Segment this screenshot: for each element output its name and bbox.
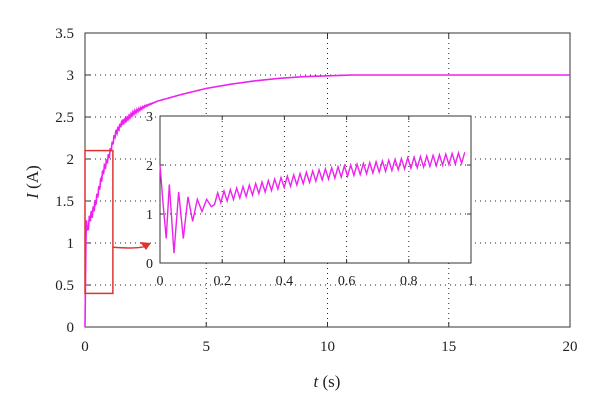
inset-ticks: 0 0.2 0.4 0.6 0.8 1 0 1 2 3 bbox=[146, 110, 475, 289]
inset-plot-frame bbox=[159, 115, 472, 264]
inset-x-tick-label: 0 bbox=[157, 274, 164, 289]
x-axis-label: t (s) bbox=[314, 372, 341, 391]
x-axis-unit: (s) bbox=[318, 372, 340, 391]
main-annotations bbox=[84, 149, 151, 295]
inset-y-tick-label: 3 bbox=[146, 110, 153, 125]
inset-x-tick-label: 0.8 bbox=[400, 274, 418, 289]
inset-y-tick-label: 0 bbox=[146, 257, 153, 272]
inset-grid bbox=[160, 116, 471, 263]
main-x-tick-label: 10 bbox=[320, 339, 335, 355]
zoom-box bbox=[84, 149, 114, 295]
x-axis-var: t bbox=[314, 372, 320, 391]
main-y-tick-label: 1.5 bbox=[55, 194, 74, 210]
main-y-tick-label: 1 bbox=[67, 236, 75, 252]
y-axis-label: I (A) bbox=[23, 165, 42, 200]
main-y-tick-label: 3.5 bbox=[55, 26, 74, 42]
main-series-line bbox=[84, 74, 570, 328]
inset-y-tick-label: 2 bbox=[146, 159, 153, 174]
main-x-tick-label: 0 bbox=[81, 339, 89, 355]
inset-x-tick-label: 0.4 bbox=[276, 274, 294, 289]
main-x-tick-label: 20 bbox=[563, 339, 578, 355]
inset-y-tick-label: 1 bbox=[146, 208, 153, 223]
zoom-arrow-head bbox=[140, 242, 151, 250]
main-x-tick-label: 15 bbox=[441, 339, 456, 355]
inset-x-tick-label: 0.2 bbox=[213, 274, 231, 289]
main-y-tick-label: 0.5 bbox=[55, 278, 74, 294]
main-y-tick-label: 2.5 bbox=[55, 110, 74, 126]
y-axis-unit: (A) bbox=[23, 165, 42, 193]
inset-x-tick-label: 1 bbox=[468, 274, 475, 289]
y-axis-var: I bbox=[23, 192, 42, 200]
main-y-tick-label: 0 bbox=[67, 320, 75, 336]
inset-series-line bbox=[159, 150, 466, 254]
inset-series bbox=[159, 150, 466, 254]
main-series bbox=[84, 74, 570, 328]
inset-x-tick-label: 0.6 bbox=[338, 274, 356, 289]
main-y-tick-label: 2 bbox=[67, 152, 75, 168]
main-x-tick-label: 5 bbox=[203, 339, 211, 355]
main-y-tick-label: 3 bbox=[67, 68, 75, 84]
